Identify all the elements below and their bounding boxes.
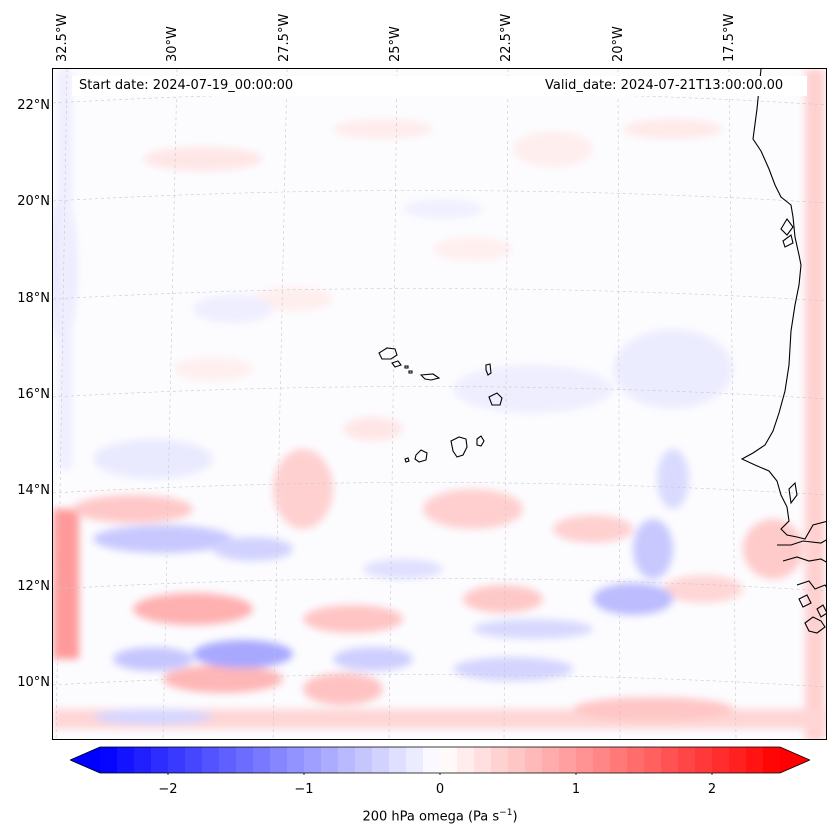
colorbar-segment [729,747,747,773]
colorbar-segment [576,747,594,773]
colorbar-segment [321,747,339,773]
colorbar-segment [168,747,186,773]
gridlines [53,69,826,739]
colorbar-tick-label: 2 [707,782,717,797]
colorbar-segment [423,747,441,773]
lon-label: 27.5°W [277,13,292,62]
colorbar-tick-label: −1 [294,782,314,797]
lat-label: 20°N [17,194,50,209]
cape-verde-islands [378,347,503,463]
colorbar-segment [236,747,254,773]
colorbar-segment [270,747,288,773]
colorbar-segment [525,747,543,773]
colorbar-segment [406,747,424,773]
lat-label: 10°N [17,675,50,690]
lon-label: 32.5°W [55,13,70,62]
lon-label: 17.5°W [722,13,737,62]
colorbar-segment [746,747,764,773]
colorbar-segment [338,747,356,773]
colorbar-segment [474,747,492,773]
lat-label: 16°N [17,387,50,402]
colorbar-segment [593,747,611,773]
colorbar-segment [678,747,696,773]
colorbar-segment [644,747,662,773]
colorbar-segment [542,747,560,773]
lat-label: 12°N [17,579,50,594]
colorbar-segment [219,747,237,773]
colorbar-segments [70,746,810,774]
colorbar-segment [117,747,135,773]
lat-label: 18°N [17,291,50,306]
lat-label: 22°N [17,98,50,113]
colorbar-extend-min [70,747,100,773]
info-bar [72,76,807,96]
colorbar-segment [695,747,713,773]
colorbar-tick-label: −2 [158,782,178,797]
colorbar-segment [100,747,118,773]
colorbar-segment [559,747,577,773]
lon-label: 20°W [611,26,626,62]
colorbar-segment [440,747,458,773]
colorbar-outline [70,746,810,774]
colorbar-segment [712,747,730,773]
colorbar-ticks [167,773,713,775]
colorbar-segment [287,747,305,773]
colorbar-extend-max [780,747,810,773]
colorbar-segment [185,747,203,773]
colorbar-segment [134,747,152,773]
colorbar-segment [491,747,509,773]
omega-field-map [53,69,826,739]
lon-label: 25°W [388,26,403,62]
lat-label: 14°N [17,483,50,498]
colorbar-segment [610,747,628,773]
colorbar-segment [389,747,407,773]
lon-label: 22.5°W [499,13,514,62]
colorbar-segment [151,747,169,773]
colorbar-segment [661,747,679,773]
colorbar-segment [627,747,645,773]
colorbar-tick-label: 1 [571,782,581,797]
colorbar-segment [253,747,271,773]
colorbar-segment [304,747,322,773]
map-panel [52,68,827,740]
colorbar-segment [202,747,220,773]
colorbar-tick-label: 0 [435,782,445,797]
omega-field [53,69,826,739]
lon-label: 30°W [165,26,180,62]
colorbar-segment [457,747,475,773]
colorbar-segment [355,747,373,773]
african-coastline [740,69,826,634]
colorbar-label: 200 hPa omega (Pa s−1) [362,808,518,825]
colorbar-segment [508,747,526,773]
colorbar-segment [372,747,390,773]
colorbar [70,746,810,775]
start-date-label: Start date: 2024-07-19_00:00:00 [79,78,294,93]
valid-date-label: Valid_date: 2024-07-21T13:00:00.00 [545,78,784,93]
colorbar-segment [763,747,781,773]
